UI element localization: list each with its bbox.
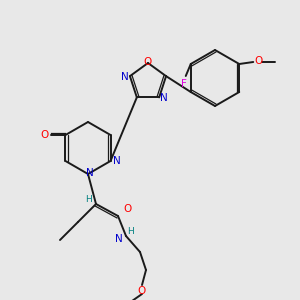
Text: O: O xyxy=(138,286,146,296)
Text: N: N xyxy=(115,234,123,244)
Text: N: N xyxy=(121,72,129,82)
Text: O: O xyxy=(40,130,49,140)
Text: H: H xyxy=(85,194,92,203)
Text: O: O xyxy=(123,204,131,214)
Text: O: O xyxy=(254,56,262,66)
Text: N: N xyxy=(86,168,94,178)
Text: O: O xyxy=(144,57,152,67)
Text: N: N xyxy=(112,156,120,166)
Text: N: N xyxy=(160,93,168,103)
Text: H: H xyxy=(128,227,134,236)
Text: F: F xyxy=(181,79,187,89)
